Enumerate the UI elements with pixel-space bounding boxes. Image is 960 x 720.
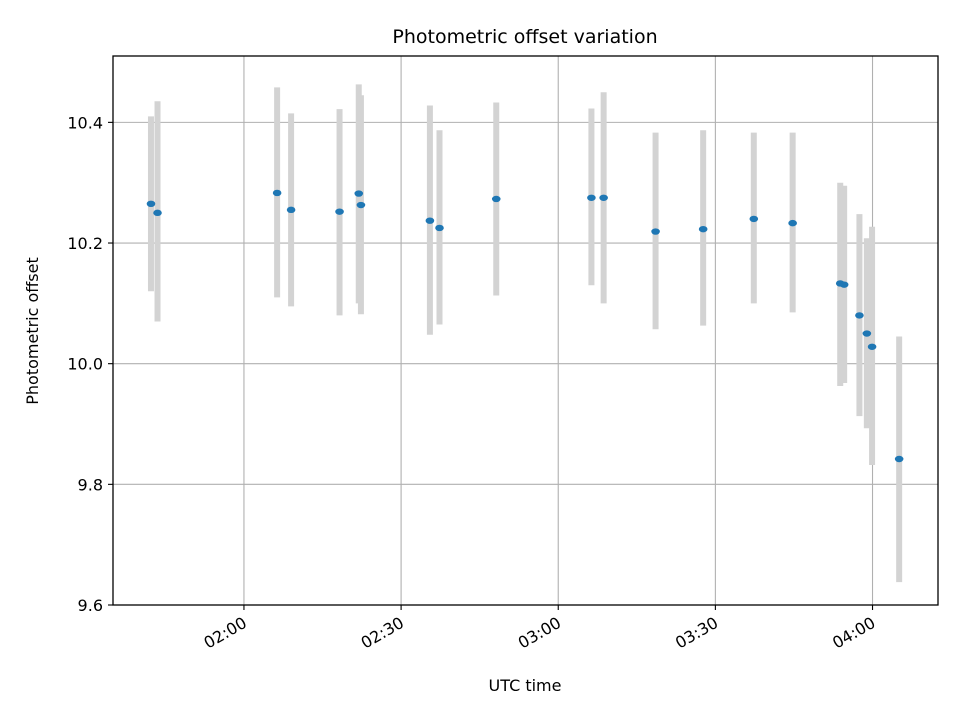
data-point bbox=[839, 281, 849, 288]
y-tick-label: 10.2 bbox=[67, 234, 103, 253]
data-point bbox=[356, 201, 366, 209]
x-axis-ticks: 02:00 02:30 03:00 03:30 04:00 bbox=[201, 605, 879, 653]
data-point bbox=[491, 195, 501, 203]
y-axis-title: Photometric offset bbox=[23, 257, 42, 405]
x-tick-label: 02:30 bbox=[358, 613, 407, 653]
data-point bbox=[867, 343, 877, 350]
data-point bbox=[335, 208, 344, 215]
y-axis-ticks: 9.6 9.8 10.0 10.2 10.4 bbox=[67, 113, 113, 615]
data-point bbox=[855, 312, 864, 319]
y-tick-label: 9.6 bbox=[78, 596, 103, 615]
x-tick-label: 03:30 bbox=[672, 613, 721, 653]
data-point bbox=[425, 217, 435, 224]
data-point bbox=[435, 224, 444, 232]
data-point bbox=[146, 200, 156, 208]
error-bars bbox=[147, 84, 903, 583]
data-point bbox=[354, 190, 364, 197]
x-axis-title: UTC time bbox=[489, 676, 562, 695]
x-tick-label: 02:00 bbox=[201, 613, 250, 653]
data-point bbox=[894, 455, 904, 463]
gridlines bbox=[113, 56, 938, 606]
data-point bbox=[286, 206, 296, 214]
y-tick-label: 10.0 bbox=[67, 355, 103, 374]
data-points bbox=[146, 189, 904, 463]
data-point bbox=[651, 228, 660, 235]
chart-title: Photometric offset variation bbox=[392, 26, 657, 48]
data-point bbox=[698, 225, 708, 233]
data-point bbox=[749, 215, 759, 223]
data-point bbox=[153, 209, 162, 217]
x-tick-label: 04:00 bbox=[829, 613, 878, 653]
data-point bbox=[587, 194, 596, 201]
data-point bbox=[862, 330, 872, 337]
y-tick-label: 9.8 bbox=[78, 475, 103, 494]
data-point bbox=[599, 194, 608, 201]
plot-frame bbox=[112, 55, 939, 606]
x-tick-label: 03:00 bbox=[515, 613, 564, 653]
data-point bbox=[788, 219, 797, 227]
y-tick-label: 10.4 bbox=[67, 113, 103, 132]
data-point bbox=[272, 189, 282, 197]
